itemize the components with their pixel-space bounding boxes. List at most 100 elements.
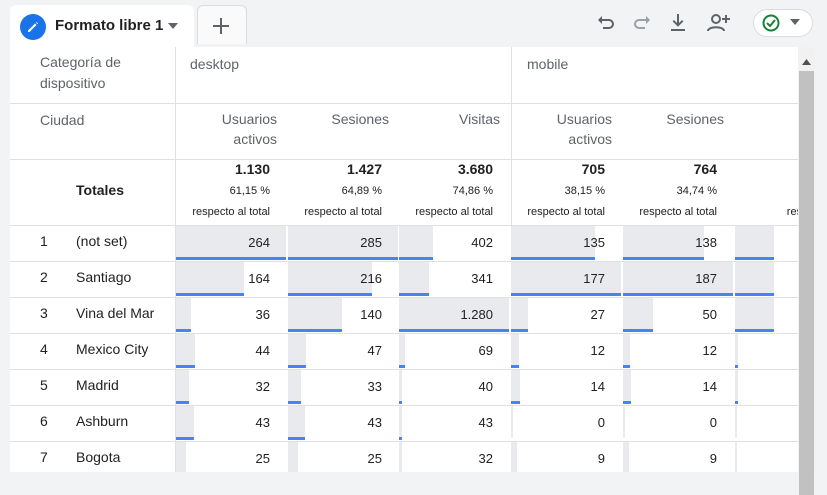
table-cell-value: 0 (709, 415, 717, 430)
metric-header[interactable]: Sesiones (331, 111, 389, 127)
cell-bar (176, 262, 244, 294)
scroll-up-icon[interactable] (802, 59, 811, 65)
row-city[interactable]: Madrid (76, 377, 119, 393)
cell-bar (623, 370, 631, 402)
chevron-down-icon[interactable] (790, 19, 800, 25)
segment-divider (511, 47, 512, 225)
exploration-tab[interactable]: Formato libre 1 (10, 5, 194, 47)
tab-title: Formato libre 1 (55, 17, 164, 34)
cell-bar-line (288, 401, 301, 404)
row-divider (10, 369, 798, 370)
table-cell-value: 32 (255, 379, 270, 394)
cell-bar-line (735, 293, 774, 296)
row-city[interactable]: Ashburn (76, 413, 129, 429)
cell-bar-line (623, 293, 733, 296)
table-cell-value: 44 (255, 343, 270, 358)
row-city[interactable]: Vina del Mar (76, 305, 155, 321)
redo-button[interactable] (628, 9, 656, 37)
table-cell-value: 14 (702, 379, 717, 394)
cell-bar (511, 370, 520, 402)
total-value: 3.680 (457, 161, 493, 177)
table-cell-value: 1.280 (460, 307, 493, 322)
check-circle-icon (762, 14, 780, 32)
cell-bar-line (511, 365, 519, 368)
metric-header[interactable]: Visitas (459, 111, 500, 127)
cell-bar (511, 334, 519, 366)
cell-bar-line (176, 329, 191, 332)
table-cell-value: 47 (367, 343, 382, 358)
header-divider (10, 159, 798, 160)
table-cell-value: 36 (255, 307, 270, 322)
table-cell-value: 187 (695, 271, 717, 286)
cell-bar-line (399, 257, 433, 260)
data-table: Categoría de dispositivo desktop mobile … (10, 47, 798, 472)
row-city[interactable]: Bogota (76, 449, 121, 465)
table-cell-value: 12 (590, 343, 605, 358)
cell-bar-line (735, 401, 738, 404)
totals-label: Totales (76, 182, 124, 198)
cell-bar-line (399, 365, 405, 368)
row-divider (10, 297, 798, 298)
segment-header-mobile[interactable]: mobile (527, 56, 569, 72)
metric-header[interactable]: Sesiones (666, 111, 724, 127)
metric-header[interactable]: V (735, 109, 798, 129)
edit-icon[interactable] (20, 14, 46, 40)
cell-bar-line (623, 401, 631, 404)
cell-bar (511, 442, 517, 472)
undo-button[interactable] (592, 9, 620, 37)
share-button[interactable] (704, 9, 732, 37)
segment-header-desktop[interactable]: desktop (190, 56, 240, 72)
table-cell-value: 177 (583, 271, 605, 286)
cell-bar (288, 370, 301, 402)
cell-bar-line (511, 401, 520, 404)
row-dimension-header[interactable]: Ciudad (40, 112, 85, 128)
metric-header[interactable]: Usuarios activos (221, 111, 277, 147)
table-cell-value: 27 (590, 307, 605, 322)
download-button[interactable] (664, 9, 692, 37)
total-value: 764 (693, 161, 717, 177)
cell-bar (176, 442, 186, 472)
cell-bar (399, 370, 402, 402)
table-cell-value: 140 (360, 307, 382, 322)
download-icon (671, 14, 685, 31)
row-city[interactable]: Mexico City (76, 341, 149, 357)
table-cell-value: 216 (360, 271, 382, 286)
cell-bar-line (176, 365, 195, 368)
redo-icon (634, 16, 650, 29)
row-index: 2 (40, 269, 48, 285)
cell-bar (399, 262, 429, 294)
cell-bar (735, 442, 737, 472)
cell-bar (735, 334, 738, 366)
cell-bar (735, 406, 737, 438)
scrollbar-thumb[interactable] (799, 71, 814, 495)
cell-bar-line (735, 329, 774, 332)
table-cell-value: 25 (255, 451, 270, 466)
cell-bar (288, 226, 398, 258)
total-reference: respecto al total (304, 206, 382, 218)
add-tab-button[interactable] (197, 5, 247, 44)
chevron-down-icon[interactable] (168, 23, 178, 29)
vertical-scrollbar[interactable] (798, 47, 815, 495)
total-reference: respecto (786, 206, 798, 218)
cell-bar (176, 370, 189, 402)
total-reference: respecto al total (639, 206, 717, 218)
cell-bar (288, 406, 305, 438)
row-divider (10, 441, 798, 442)
table-cell-value: 50 (702, 307, 717, 322)
table-cell-value: 9 (709, 451, 717, 466)
cell-bar (399, 334, 405, 366)
table-cell-value: 138 (695, 235, 717, 250)
status-button[interactable] (753, 9, 813, 37)
table-cell-value: 402 (471, 235, 493, 250)
cell-bar-line (288, 329, 342, 332)
row-city[interactable]: Santiago (76, 269, 132, 285)
total-percent: 64,89 % (341, 185, 382, 197)
table-cell-value: 264 (248, 235, 270, 250)
metric-header[interactable]: Usuarios activos (556, 111, 612, 147)
table-cell-value: 9 (597, 451, 605, 466)
cell-bar (176, 334, 195, 366)
cell-bar-line (399, 329, 509, 332)
cell-bar (399, 226, 433, 258)
cell-bar-line (176, 257, 286, 260)
row-city[interactable]: (not set) (76, 233, 128, 249)
